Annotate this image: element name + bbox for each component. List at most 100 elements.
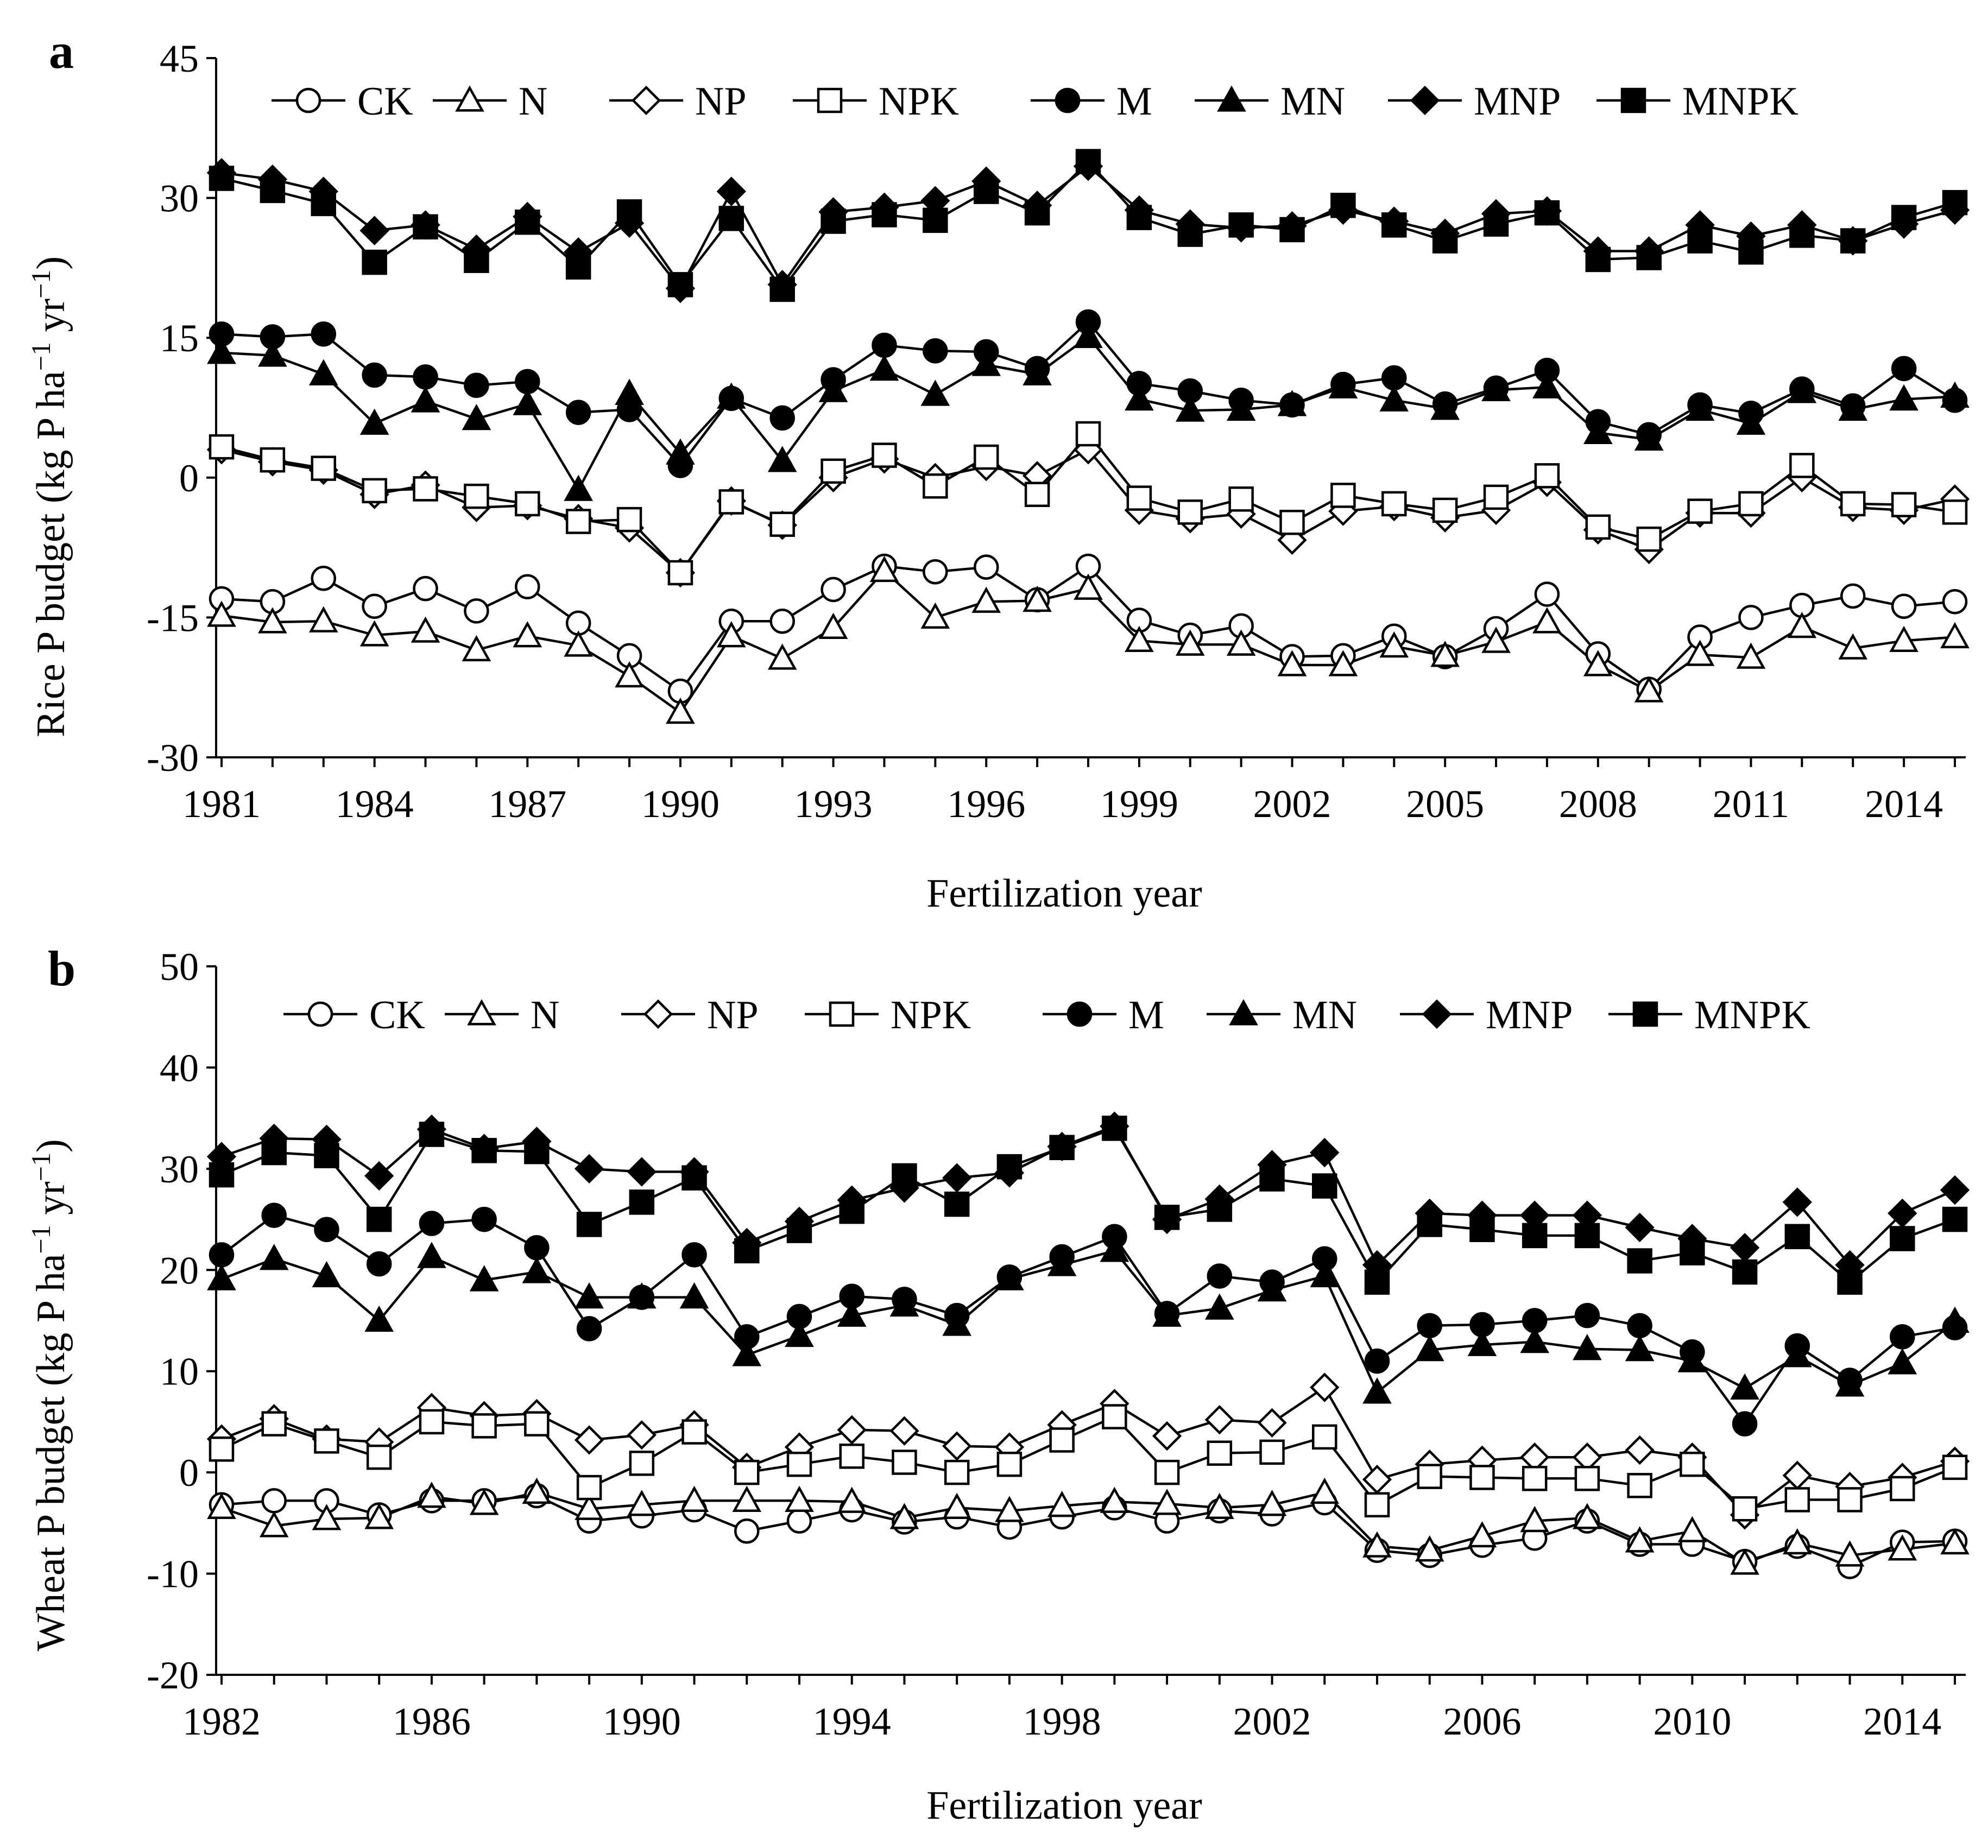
data-point-np: [1152, 1421, 1182, 1451]
data-point-mnpk: [923, 207, 948, 233]
data-point-npk: [1483, 484, 1509, 510]
legend-marker: [1422, 999, 1452, 1029]
data-point-mn: [1520, 1327, 1550, 1353]
legend-marker: [817, 87, 843, 113]
data-point-n: [679, 1485, 709, 1512]
data-point-m: [1732, 1411, 1758, 1436]
y-tick-label: 40: [160, 1046, 199, 1090]
data-point-ck: [1942, 588, 1968, 615]
legend-marker: [1229, 999, 1258, 1026]
data-point-n: [1685, 640, 1715, 666]
data-point-mn: [359, 408, 389, 435]
data-point-mn: [1736, 408, 1766, 435]
legend-marker: [1632, 1001, 1658, 1027]
data-point-mnpk: [1732, 1259, 1758, 1285]
data-point-npk: [616, 507, 642, 533]
legend-marker: [631, 85, 661, 116]
panel-b-y-title-mid: yr: [29, 1181, 73, 1225]
data-point-np: [889, 1416, 919, 1446]
data-point-npk: [769, 511, 795, 537]
data-point-ck: [769, 609, 795, 634]
data-point-mn: [522, 1257, 552, 1283]
data-point-n: [716, 621, 746, 648]
data-point-n: [575, 1493, 604, 1520]
data-point-npk: [565, 509, 591, 534]
data-point-mnpk: [1177, 221, 1203, 247]
data-point-n: [1204, 1492, 1234, 1520]
data-point-m: [872, 332, 897, 358]
data-point-npk: [1177, 499, 1203, 525]
data-point-npk: [629, 1451, 655, 1476]
data-point-mnpk: [973, 179, 999, 204]
y-tick-label: 0: [179, 1451, 199, 1495]
data-point-mnpk: [1680, 1240, 1705, 1265]
data-point-n: [1415, 1535, 1444, 1562]
x-tick-label: 2014: [1863, 1700, 1941, 1743]
data-point-npk: [1534, 463, 1560, 489]
data-point-npk: [1259, 1439, 1285, 1465]
data-point-mnpk: [362, 249, 387, 275]
panel-b-axes: -20 -10 0 10 20 30 40 50 1982 1986 1990 1994 1998 200…: [147, 945, 1966, 1743]
data-point-mn: [513, 389, 542, 415]
data-point-m: [565, 400, 591, 425]
data-point-mn: [364, 1305, 394, 1332]
data-point-mnpk: [1207, 1197, 1233, 1222]
series-markers-mnpk: [209, 149, 1968, 302]
data-point-mn: [1787, 377, 1817, 403]
data-point-m: [1890, 1324, 1915, 1350]
data-point-np: [942, 1431, 972, 1461]
data-point-m: [1891, 356, 1917, 382]
data-point-n: [1257, 1490, 1287, 1516]
x-tick-label: 1986: [393, 1700, 471, 1743]
data-point-mn: [920, 379, 950, 406]
y-tick-label: -15: [147, 596, 199, 640]
data-point-ck: [261, 1488, 287, 1514]
data-point-npk: [1789, 453, 1815, 478]
data-point-npk: [209, 434, 235, 460]
data-point-n: [920, 602, 950, 629]
data-point-mn: [1888, 1348, 1917, 1375]
data-point-mn: [308, 359, 338, 385]
series-markers-mn: [207, 321, 1970, 501]
data-point-m: [311, 321, 337, 347]
data-point-mn: [575, 1282, 604, 1309]
legend-item-np: NP: [621, 993, 759, 1037]
data-point-n: [1625, 1526, 1655, 1553]
data-point-n: [1838, 633, 1868, 660]
legend-label: CK: [357, 79, 413, 124]
data-point-n: [1430, 641, 1460, 667]
data-point-npk: [1049, 1427, 1075, 1453]
data-point-mnp: [359, 216, 389, 245]
x-tick-label: 1994: [813, 1700, 891, 1743]
data-point-npk: [1364, 1492, 1390, 1518]
data-point-mnpk: [1687, 228, 1713, 254]
data-point-ck: [515, 574, 540, 599]
data-point-npk: [1942, 1454, 1968, 1480]
data-point-npk: [1279, 509, 1305, 535]
y-tick-label: -20: [147, 1654, 199, 1697]
data-point-np: [1310, 1372, 1340, 1402]
data-point-ck: [1891, 593, 1917, 619]
legend-marker: [1066, 1001, 1093, 1027]
data-point-n: [258, 607, 287, 634]
data-point-np: [1257, 1408, 1287, 1438]
data-point-n: [1889, 625, 1918, 652]
data-point-mnpk: [419, 1122, 445, 1147]
data-point-mn: [1940, 1306, 1970, 1333]
legend-item-npk: NPK: [793, 79, 959, 124]
data-point-n: [1074, 573, 1103, 600]
legend-item-mnpk: MNPK: [1596, 79, 1798, 124]
data-point-mnpk: [1784, 1224, 1810, 1250]
data-point-n: [995, 1496, 1024, 1522]
y-tick-label: -30: [147, 736, 199, 780]
data-point-mnpk: [1891, 205, 1917, 230]
panel-a-y-axis-title: Rice P budget (kg P ha−1 yr−1): [26, 256, 73, 737]
data-point-mnpk: [1154, 1205, 1180, 1230]
data-point-n: [312, 1504, 342, 1530]
data-point-m: [769, 405, 795, 431]
data-point-m: [1417, 1313, 1442, 1339]
series-markers-npk: [209, 1404, 1968, 1522]
data-point-npk: [1840, 491, 1866, 517]
data-point-mn: [564, 474, 594, 501]
legend-item-mnpk: MNPK: [1608, 993, 1810, 1037]
